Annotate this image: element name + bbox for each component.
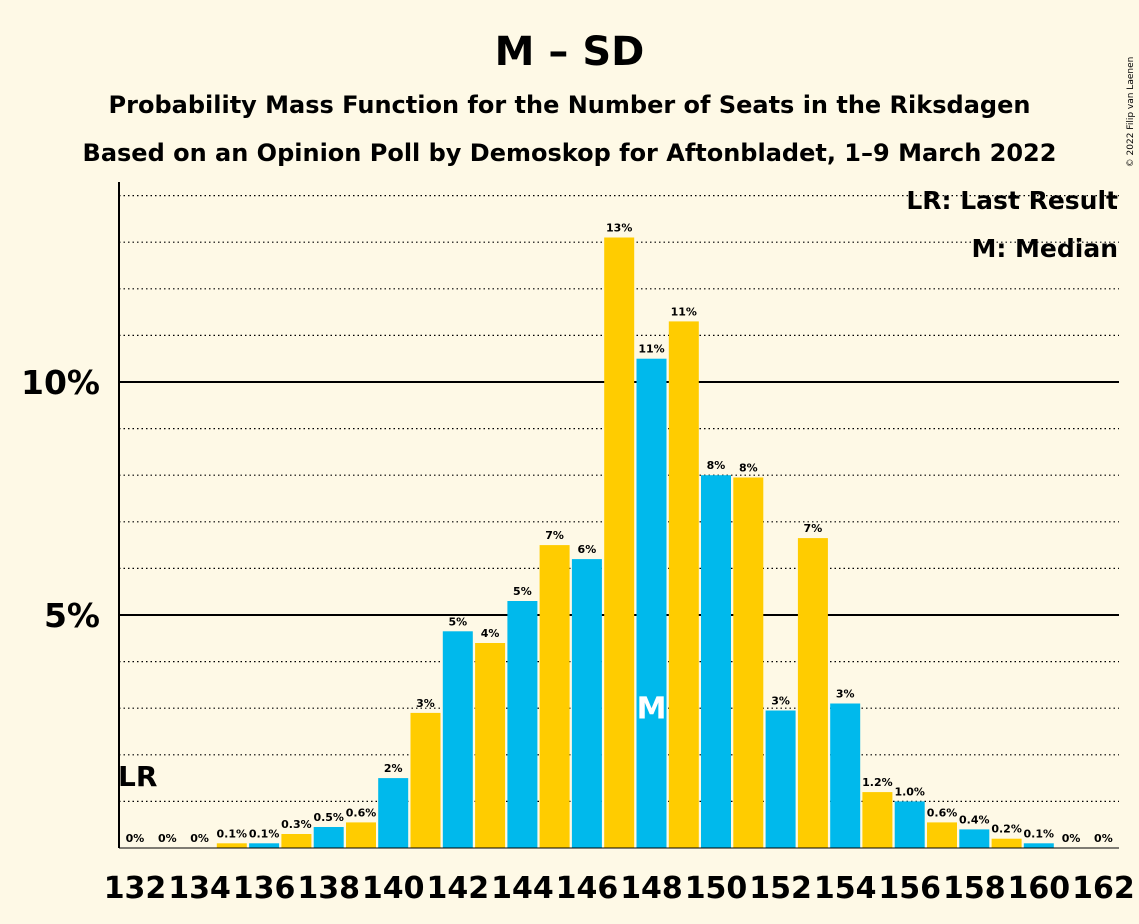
y-tick-10: 10% [21, 363, 100, 402]
x-tick-152: 152 [749, 871, 812, 906]
bar-seat-150 [701, 475, 731, 848]
legend-last-result: LR: Last Result [906, 186, 1118, 215]
data-label-seat-158: 0.4% [959, 813, 990, 826]
data-label-seat-144: 5% [513, 585, 532, 598]
data-label-seat-154: 3% [836, 688, 855, 701]
data-label-seat-137: 0.3% [281, 818, 312, 831]
bar-seat-136 [249, 843, 280, 848]
bar-seat-154 [830, 703, 861, 848]
bar-seat-146 [571, 559, 602, 848]
data-label-seat-160: 0.1% [1024, 827, 1055, 840]
bar-seat-148 [636, 358, 667, 848]
bar-seat-159 [991, 838, 1022, 848]
data-label-seat-162: 0% [1094, 832, 1113, 845]
data-label-seat-161: 0% [1062, 832, 1081, 845]
x-tick-146: 146 [556, 871, 619, 906]
y-tick-labels: 5% 10% [21, 363, 100, 635]
chart-title: M – SD [495, 29, 645, 75]
data-label-seat-148: 11% [638, 343, 664, 356]
x-tick-150: 150 [685, 871, 748, 906]
data-label-seat-138: 0.5% [313, 811, 344, 824]
data-label-seat-153: 7% [804, 522, 823, 535]
x-tick-140: 140 [362, 871, 425, 906]
x-tick-160: 160 [1007, 871, 1070, 906]
data-label-seat-151: 8% [739, 462, 758, 475]
data-label-seat-159: 0.2% [991, 823, 1022, 836]
bar-seat-151 [733, 477, 764, 848]
x-tick-132: 132 [104, 871, 167, 906]
x-tick-148: 148 [620, 871, 683, 906]
data-label-seat-134: 0% [190, 832, 209, 845]
data-label-seat-143: 4% [481, 627, 500, 640]
x-tick-142: 142 [426, 871, 489, 906]
chart-subtitle-2: Based on an Opinion Poll by Demoskop for… [83, 139, 1057, 167]
x-tick-154: 154 [814, 871, 877, 906]
bar-seat-158 [959, 829, 990, 848]
x-tick-162: 162 [1072, 871, 1135, 906]
y-tick-5: 5% [44, 596, 100, 635]
data-label-seat-156: 1.0% [894, 785, 925, 798]
data-label-seat-152: 3% [771, 695, 790, 708]
bar-seat-145 [539, 545, 570, 848]
bar-seat-141 [410, 712, 441, 848]
median-marker: M [637, 692, 667, 727]
data-label-seat-140: 2% [384, 762, 403, 775]
x-tick-158: 158 [943, 871, 1006, 906]
x-tick-144: 144 [491, 871, 554, 906]
data-label-seat-139: 0.6% [346, 806, 377, 819]
bar-seat-140 [378, 778, 409, 848]
bar-seat-135 [216, 843, 247, 848]
bar-seat-137 [281, 834, 312, 848]
bars-group [216, 237, 1054, 848]
bar-seat-147 [604, 237, 635, 848]
data-label-seat-141: 3% [416, 697, 435, 710]
data-label-seat-147: 13% [606, 222, 632, 235]
last-result-marker: LR [118, 760, 157, 793]
x-tick-134: 134 [168, 871, 231, 906]
bar-seat-155 [862, 792, 893, 848]
data-label-seat-149: 11% [671, 305, 697, 318]
x-tick-136: 136 [233, 871, 296, 906]
bar-seat-144 [507, 601, 538, 848]
legend-median: M: Median [971, 234, 1118, 263]
bar-seat-156 [894, 801, 925, 848]
data-label-seat-150: 8% [707, 459, 726, 472]
x-tick-138: 138 [297, 871, 360, 906]
bar-seat-143 [475, 643, 506, 848]
x-tick-156: 156 [878, 871, 941, 906]
bar-seat-138 [313, 827, 344, 848]
data-label-seat-155: 1.2% [862, 776, 893, 789]
bar-seat-139 [346, 822, 376, 848]
data-label-seat-145: 7% [545, 529, 564, 542]
data-labels-group: 0% 0% 0% 0.1% 0.1%0.3%0.5% 0.6%2%3%5%4%5%7%6%… [126, 222, 1113, 846]
bar-seat-160 [1023, 843, 1054, 848]
bar-seat-153 [797, 538, 828, 848]
bar-seat-157 [927, 822, 957, 848]
bar-seat-152 [765, 710, 796, 848]
bar-seat-149 [668, 321, 699, 848]
data-label-seat-142: 5% [448, 615, 467, 628]
data-label-seat-135: 0.1% [217, 827, 248, 840]
data-label-seat-132: 0% [126, 832, 145, 845]
data-label-seat-136: 0.1% [249, 827, 280, 840]
data-label-seat-157: 0.6% [927, 806, 958, 819]
data-label-seat-146: 6% [578, 543, 597, 556]
data-label-seat-133: 0% [158, 832, 177, 845]
bar-seat-142 [442, 631, 473, 848]
chart-subtitle-1: Probability Mass Function for the Number… [109, 91, 1031, 119]
x-tick-labels: 132 134 136 138 140 142 144 146 148 150 152 154 156 1… [104, 871, 1135, 906]
copyright-notice: © 2022 Filip van Laenen [1126, 57, 1136, 168]
